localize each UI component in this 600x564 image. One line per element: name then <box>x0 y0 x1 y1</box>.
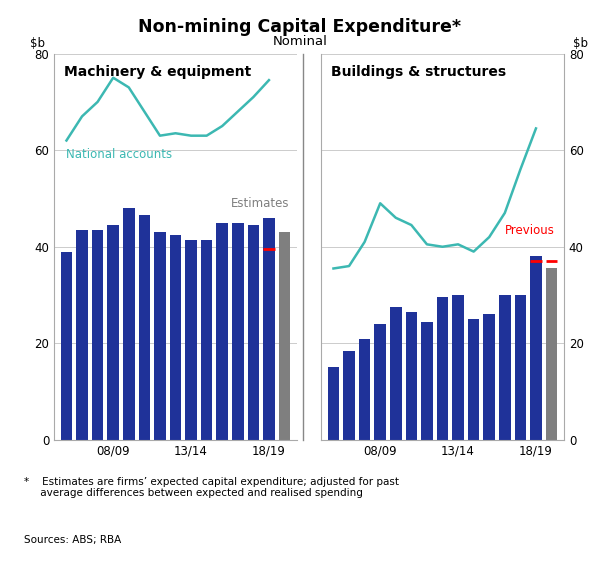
Text: Machinery & equipment: Machinery & equipment <box>64 65 251 79</box>
Bar <box>263 218 275 440</box>
Bar <box>201 240 212 440</box>
Text: Nominal: Nominal <box>272 35 328 48</box>
Bar <box>390 307 401 440</box>
Bar <box>139 215 150 440</box>
Bar <box>248 225 259 440</box>
Bar <box>452 295 464 440</box>
Bar <box>374 324 386 440</box>
Bar <box>515 295 526 440</box>
Text: Previous: Previous <box>505 223 554 236</box>
Bar <box>468 319 479 440</box>
Bar <box>232 223 244 440</box>
Bar <box>328 368 340 440</box>
Bar <box>437 297 448 440</box>
Text: $b: $b <box>574 37 588 50</box>
Bar <box>499 295 511 440</box>
Bar <box>217 223 228 440</box>
Bar <box>185 240 197 440</box>
Bar <box>92 230 103 440</box>
Bar <box>61 252 73 440</box>
Bar <box>76 230 88 440</box>
Text: Buildings & structures: Buildings & structures <box>331 65 506 79</box>
Bar <box>123 208 134 440</box>
Bar <box>107 225 119 440</box>
Bar <box>343 351 355 440</box>
Text: Estimates: Estimates <box>231 196 290 209</box>
Bar <box>484 314 495 440</box>
Text: $b: $b <box>30 37 45 50</box>
Bar <box>359 338 370 440</box>
Bar <box>154 232 166 440</box>
Text: National accounts: National accounts <box>66 148 172 161</box>
Bar <box>406 312 417 440</box>
Text: Non-mining Capital Expenditure*: Non-mining Capital Expenditure* <box>139 18 461 36</box>
Bar <box>530 257 542 440</box>
Bar <box>421 321 433 440</box>
Text: *    Estimates are firms’ expected capital expenditure; adjusted for past
     a: * Estimates are firms’ expected capital … <box>24 477 399 498</box>
Text: Sources: ABS; RBA: Sources: ABS; RBA <box>24 535 121 545</box>
Bar <box>278 232 290 440</box>
Bar <box>545 268 557 440</box>
Bar <box>170 235 181 440</box>
